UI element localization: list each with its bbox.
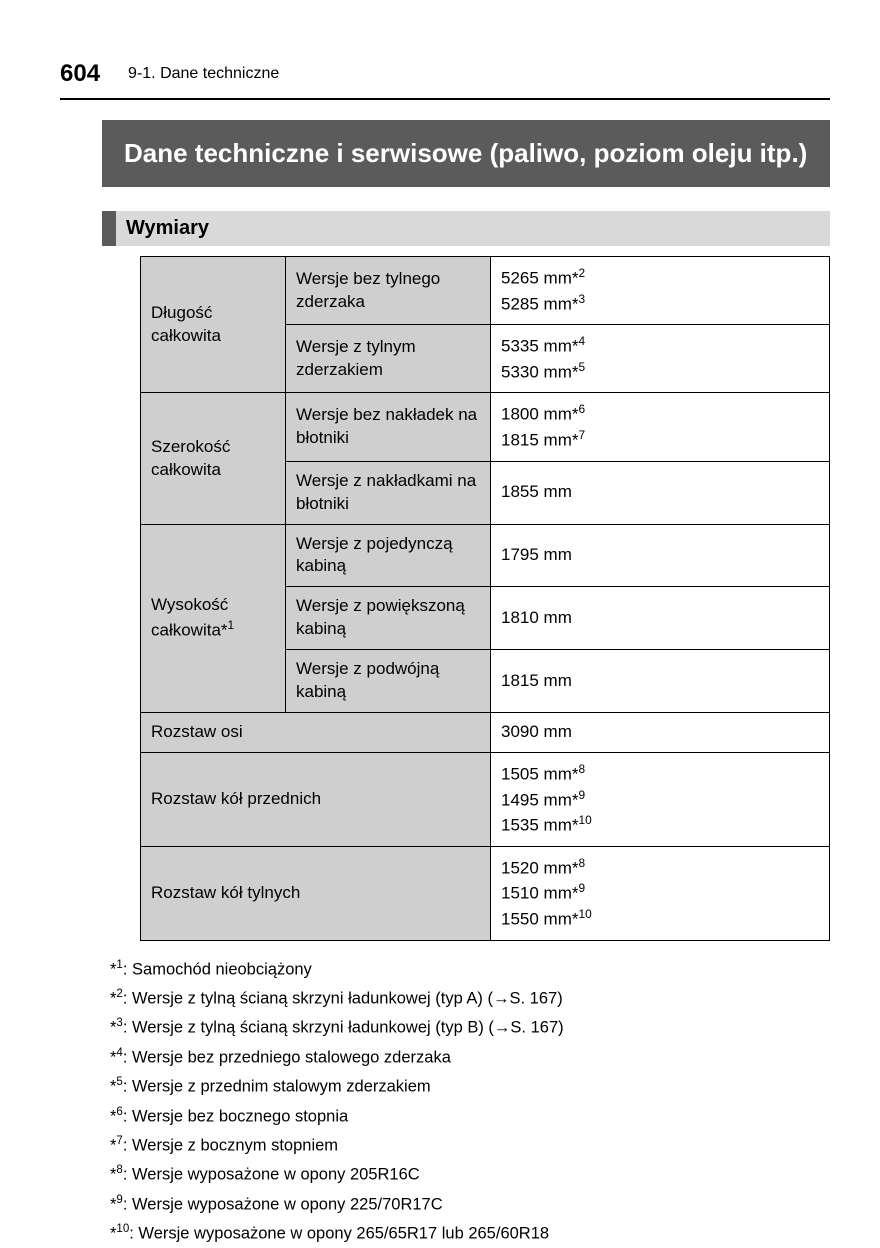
cell-sub: Wersje bez tylnego zderzaka bbox=[286, 257, 491, 325]
cell-value: 3090 mm bbox=[491, 713, 830, 753]
footnote: *3: Wersje z tylną ścianą skrzyni ładunk… bbox=[110, 1013, 830, 1042]
page-title: Dane techniczne i serwisowe (paliwo, poz… bbox=[102, 120, 830, 187]
footnote: *7: Wersje z bocznym stopniem bbox=[110, 1131, 830, 1160]
table-row: Rozstaw kół przednich 1505 mm*8 1495 mm*… bbox=[141, 753, 830, 847]
cell-label: Rozstaw kół tylnych bbox=[141, 846, 491, 940]
footnote: *5: Wersje z przednim stalowym zderzakie… bbox=[110, 1072, 830, 1101]
cell-value: 1505 mm*8 1495 mm*9 1535 mm*10 bbox=[491, 753, 830, 847]
table-row: Wysokość całkowita*1 Wersje z pojedynczą… bbox=[141, 524, 830, 587]
cell-value: 5335 mm*4 5330 mm*5 bbox=[491, 325, 830, 393]
footnote: *10: Wersje wyposażone w opony 265/65R17… bbox=[110, 1219, 830, 1248]
cell-value: 1815 mm bbox=[491, 650, 830, 713]
cell-value: 5265 mm*2 5285 mm*3 bbox=[491, 257, 830, 325]
section-path: 9-1. Dane techniczne bbox=[128, 65, 279, 83]
cell-sub: Wersje z powiększoną kabiną bbox=[286, 587, 491, 650]
dimensions-table: Długość całkowita Wersje bez tylnego zde… bbox=[140, 256, 830, 941]
cell-sub: Wersje z pojedynczą kabiną bbox=[286, 524, 491, 587]
cell-sub: Wersje z tylnym zderzakiem bbox=[286, 325, 491, 393]
footnote: *8: Wersje wyposażone w opony 205R16C bbox=[110, 1160, 830, 1189]
cell-value: 1795 mm bbox=[491, 524, 830, 587]
page-header: 604 9-1. Dane techniczne bbox=[60, 60, 830, 100]
cell-value: 1800 mm*6 1815 mm*7 bbox=[491, 393, 830, 461]
cell-value: 1810 mm bbox=[491, 587, 830, 650]
cell-sub: Wersje z podwójną kabiną bbox=[286, 650, 491, 713]
cell-label: Szerokość całkowita bbox=[141, 393, 286, 524]
cell-label: Rozstaw kół przednich bbox=[141, 753, 491, 847]
subheader-text: Wymiary bbox=[116, 211, 830, 246]
cell-sub: Wersje bez nakładek na błotniki bbox=[286, 393, 491, 461]
table-row: Rozstaw kół tylnych 1520 mm*8 1510 mm*9 … bbox=[141, 846, 830, 940]
footnotes: *1: Samochód nieobciążony *2: Wersje z t… bbox=[110, 955, 830, 1248]
page-number: 604 bbox=[60, 60, 100, 88]
cell-value: 1855 mm bbox=[491, 461, 830, 524]
cell-label: Długość całkowita bbox=[141, 257, 286, 393]
footnote: *1: Samochód nieobciążony bbox=[110, 955, 830, 984]
section-subheader: Wymiary bbox=[102, 211, 830, 246]
table-row: Rozstaw osi 3090 mm bbox=[141, 713, 830, 753]
subheader-accent bbox=[102, 211, 116, 246]
footnote: *9: Wersje wyposażone w opony 225/70R17C bbox=[110, 1190, 830, 1219]
cell-label: Rozstaw osi bbox=[141, 713, 491, 753]
footnote: *2: Wersje z tylną ścianą skrzyni ładunk… bbox=[110, 984, 830, 1013]
table-row: Szerokość całkowita Wersje bez nakładek … bbox=[141, 393, 830, 461]
footnote: *4: Wersje bez przedniego stalowego zder… bbox=[110, 1043, 830, 1072]
cell-label: Wysokość całkowita*1 bbox=[141, 524, 286, 713]
footnote: *6: Wersje bez bocznego stopnia bbox=[110, 1102, 830, 1131]
table-row: Długość całkowita Wersje bez tylnego zde… bbox=[141, 257, 830, 325]
cell-sub: Wersje z nakładkami na błotniki bbox=[286, 461, 491, 524]
cell-value: 1520 mm*8 1510 mm*9 1550 mm*10 bbox=[491, 846, 830, 940]
